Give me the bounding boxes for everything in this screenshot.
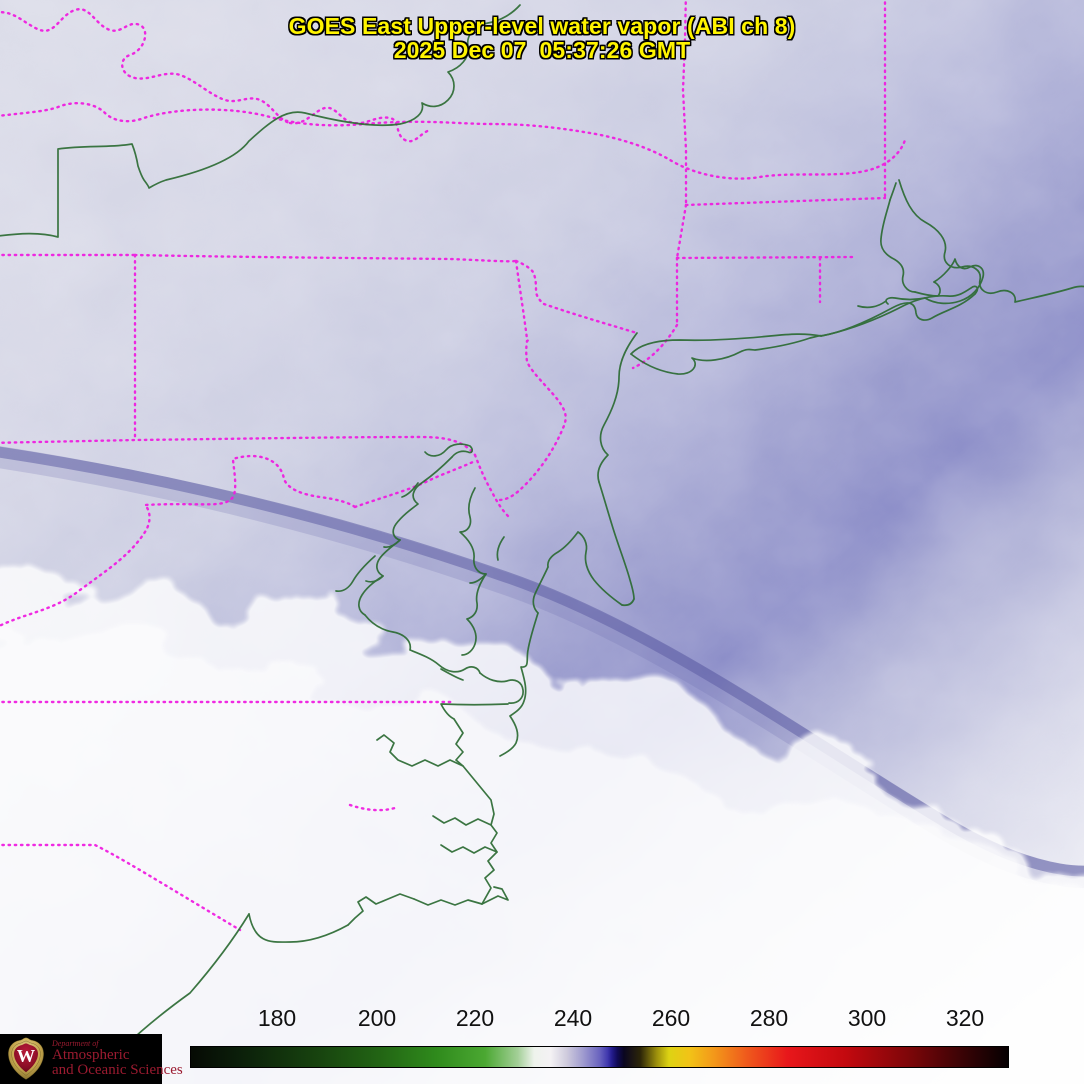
- svg-text:W: W: [17, 1046, 36, 1066]
